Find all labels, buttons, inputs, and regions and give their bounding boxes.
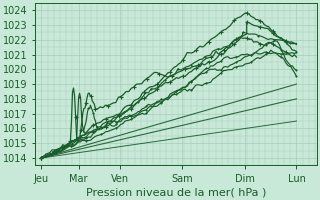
X-axis label: Pression niveau de la mer( hPa ): Pression niveau de la mer( hPa ): [86, 187, 266, 197]
